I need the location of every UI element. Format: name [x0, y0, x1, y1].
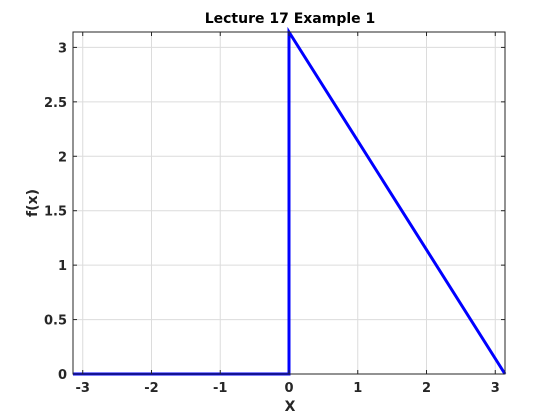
y-tick-label: 3: [58, 41, 67, 56]
tick-marks: [73, 32, 505, 375]
tick-labels: -3 -2 -1 0 1 2 3 0 0.5 1 1.5 2 2.5 3: [44, 41, 500, 396]
x-tick-label: -3: [76, 381, 90, 396]
y-axis-label: f(x): [25, 189, 41, 217]
y-tick-label: 0: [58, 368, 67, 383]
x-tick-label: 3: [491, 381, 500, 396]
series-layer: [73, 26, 507, 376]
x-tick-label: -2: [144, 381, 158, 396]
x-axis-label: X: [285, 399, 296, 415]
x-tick-label: -1: [213, 381, 227, 396]
y-tick-label: 2: [58, 150, 67, 165]
x-tick-label: 1: [353, 381, 362, 396]
series-line-1: [73, 26, 507, 376]
y-tick-label: 0.5: [44, 314, 67, 329]
x-tick-label: 2: [422, 381, 431, 396]
y-tick-label: 1.5: [44, 205, 67, 220]
y-tick-label: 2.5: [44, 96, 67, 111]
y-tick-label: 1: [58, 259, 67, 274]
x-tick-label: 0: [284, 381, 293, 396]
chart-title: Lecture 17 Example 1: [205, 11, 376, 27]
